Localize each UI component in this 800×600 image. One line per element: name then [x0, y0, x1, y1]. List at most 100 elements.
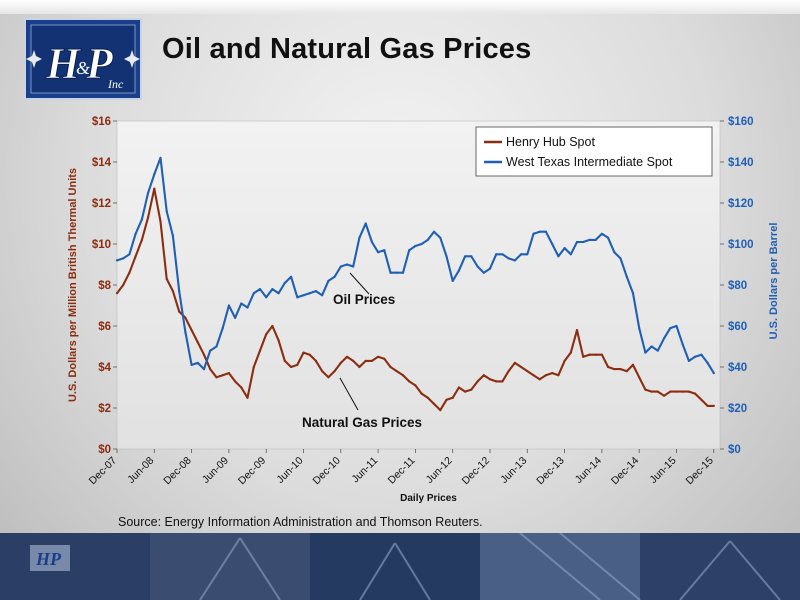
legend-label: West Texas Intermediate Spot — [506, 155, 673, 169]
data-point — [694, 392, 697, 395]
data-point — [345, 263, 349, 266]
data-point — [687, 359, 691, 362]
data-point — [209, 349, 212, 352]
data-point — [563, 247, 566, 250]
data-point — [712, 372, 715, 375]
data-point — [582, 240, 585, 244]
data-point — [464, 390, 467, 393]
data-point — [526, 370, 529, 373]
data-point — [277, 339, 280, 342]
company-logo: H P & Inc — [24, 18, 142, 100]
oil-price-line — [115, 156, 715, 375]
data-point — [451, 279, 454, 282]
data-point — [551, 242, 554, 246]
data-point — [377, 251, 380, 254]
right-tick-label: $120 — [728, 198, 754, 210]
data-point — [520, 365, 523, 369]
data-point — [283, 281, 286, 285]
x-tick-label: Jun-15 — [647, 455, 678, 486]
data-point — [414, 244, 417, 248]
y-left-axis-title: U.S. Dollars per Million British Thermal… — [67, 168, 79, 402]
data-point — [327, 376, 330, 379]
left-tick-label: $14 — [92, 157, 112, 169]
data-point — [134, 255, 137, 258]
data-point — [457, 269, 460, 272]
data-point — [501, 253, 504, 256]
x-tick-label: Dec-11 — [386, 455, 418, 487]
price-chart: $0 $2 $4 $6 $8 $10 $12 $14 $16 $0 $20 $40 $60 $80 $100… — [67, 116, 780, 504]
data-point — [619, 257, 622, 260]
data-point — [700, 398, 703, 401]
left-tick-label: $2 — [98, 403, 111, 415]
data-point — [432, 230, 436, 233]
data-point — [389, 271, 392, 274]
right-tick-label: $40 — [728, 362, 747, 374]
data-point — [439, 409, 442, 412]
x-tick-label: Dec-15 — [683, 455, 716, 488]
data-point — [290, 275, 293, 278]
data-point — [520, 253, 523, 256]
data-point — [196, 341, 199, 344]
data-point — [377, 355, 380, 358]
legend-box — [475, 126, 713, 177]
x-tick-label: Dec-12 — [460, 455, 493, 488]
data-point — [538, 378, 541, 381]
data-point — [209, 368, 212, 371]
legend-label: Henry Hub Spot — [506, 135, 595, 149]
x-tick-label: Dec-13 — [534, 455, 567, 488]
data-point — [352, 359, 355, 362]
data-point — [271, 288, 274, 291]
data-point — [706, 361, 709, 364]
data-point — [140, 238, 143, 241]
data-point — [202, 353, 206, 356]
top-frame-strip — [0, 0, 800, 14]
data-point — [240, 302, 243, 305]
data-point — [706, 404, 709, 407]
data-point — [389, 365, 392, 369]
data-point — [526, 253, 529, 256]
data-point — [370, 359, 373, 362]
x-tick-label: Dec-08 — [161, 455, 194, 488]
right-tick-label: $80 — [728, 280, 747, 292]
data-point — [408, 249, 411, 252]
data-point — [308, 292, 311, 295]
data-point — [115, 292, 119, 295]
data-point — [184, 316, 187, 319]
data-point — [544, 374, 548, 377]
data-point — [464, 255, 467, 258]
data-point — [159, 156, 162, 159]
right-tick-label: $100 — [728, 239, 754, 251]
data-point — [588, 353, 591, 356]
data-point — [675, 390, 678, 393]
data-point — [470, 388, 473, 391]
data-point — [495, 253, 498, 256]
svg-text:&: & — [76, 58, 90, 78]
x-tick-label: Dec-07 — [87, 455, 120, 488]
data-point — [625, 370, 628, 373]
data-point — [165, 210, 168, 213]
data-point — [551, 372, 554, 375]
gas-annotation-leader — [339, 377, 359, 411]
data-point — [308, 353, 311, 356]
data-point — [265, 333, 268, 336]
data-point — [495, 380, 498, 383]
data-point — [532, 232, 535, 235]
data-point — [140, 218, 143, 221]
data-point — [246, 396, 249, 399]
svg-text:H: H — [45, 39, 82, 88]
data-point — [420, 242, 423, 246]
data-point — [650, 345, 653, 348]
data-point — [408, 380, 411, 383]
left-tick-label: $16 — [92, 116, 111, 128]
x-tick-label: Dec-14 — [609, 455, 642, 488]
data-point — [221, 374, 224, 377]
data-point — [625, 275, 628, 278]
data-point — [476, 265, 479, 268]
data-point — [613, 251, 616, 254]
data-point — [513, 259, 517, 262]
data-point — [128, 253, 131, 256]
data-point — [178, 310, 181, 313]
data-point — [115, 259, 119, 262]
data-point — [538, 230, 541, 233]
data-point — [694, 355, 697, 358]
